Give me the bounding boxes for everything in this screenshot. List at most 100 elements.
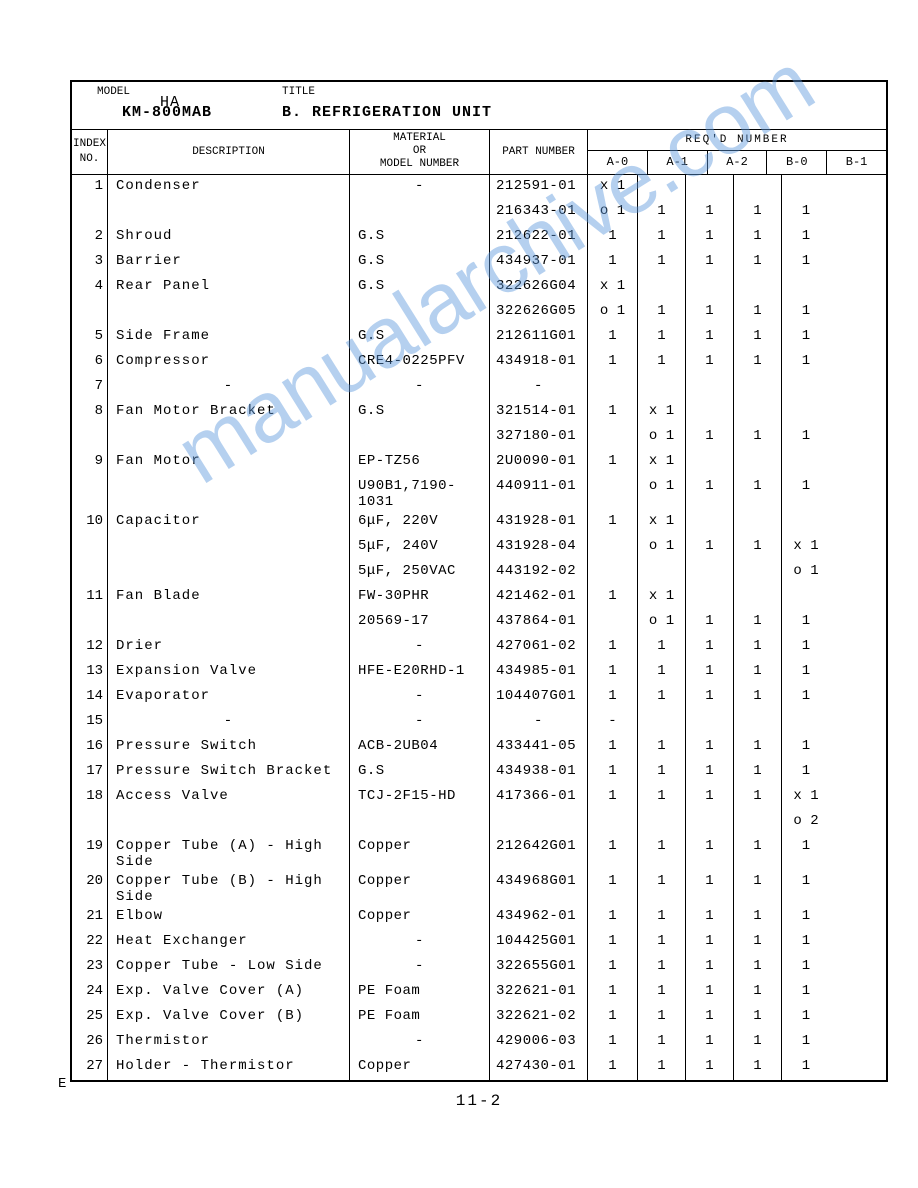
cell-part-number: 431928-04 xyxy=(490,535,588,560)
cell-qty xyxy=(588,810,638,835)
cell-index: 22 xyxy=(72,930,108,955)
cell-part-number: 417366-01 xyxy=(490,785,588,810)
cell-qty: 1 xyxy=(588,400,638,425)
table-row: 13Expansion ValveHFE-E20RHD-1434985-0111… xyxy=(72,660,886,685)
cell-qty xyxy=(782,710,830,735)
cell-description: - xyxy=(108,375,350,400)
table-row: 20569-17437864-01o 1111 xyxy=(72,610,886,635)
cell-material xyxy=(350,810,490,835)
cell-qty: 1 xyxy=(734,685,782,710)
cell-qty: 1 xyxy=(734,660,782,685)
cell-qty: 1 xyxy=(638,225,686,250)
cell-material: G.S xyxy=(350,275,490,300)
cell-qty: 1 xyxy=(638,350,686,375)
cell-qty: o 1 xyxy=(782,560,830,585)
cell-qty: o 2 xyxy=(782,810,830,835)
cell-qty: 1 xyxy=(686,535,734,560)
cell-qty: o 1 xyxy=(588,200,638,225)
cell-qty: 1 xyxy=(686,250,734,275)
cell-qty: 1 xyxy=(734,905,782,930)
cell-qty: 1 xyxy=(782,1030,830,1055)
cell-qty: x 1 xyxy=(638,450,686,475)
cell-index: 4 xyxy=(72,275,108,300)
table-row: 9Fan MotorEP-TZ562U0090-011x 1 xyxy=(72,450,886,475)
table-row: 19Copper Tube (A) - High SideCopper21264… xyxy=(72,835,886,870)
cell-qty: 1 xyxy=(734,870,782,905)
cell-index xyxy=(72,560,108,585)
cell-description: Pressure Switch xyxy=(108,735,350,760)
cell-qty: 1 xyxy=(686,760,734,785)
cell-description: Rear Panel xyxy=(108,275,350,300)
table-row: 5μF, 240V431928-04o 111x 1 xyxy=(72,535,886,560)
cell-part-number: 433441-05 xyxy=(490,735,588,760)
cell-qty: 1 xyxy=(686,685,734,710)
cell-material: G.S xyxy=(350,760,490,785)
cell-description: Elbow xyxy=(108,905,350,930)
table-row: 4Rear PanelG.S322626G04x 1 xyxy=(72,275,886,300)
cell-qty xyxy=(734,275,782,300)
cell-qty: 1 xyxy=(686,955,734,980)
col-header-a0: A-0 xyxy=(588,151,648,174)
cell-index: 17 xyxy=(72,760,108,785)
col-header-index: INDEX NO. xyxy=(72,130,108,174)
cell-part-number: - xyxy=(490,375,588,400)
cell-description: Barrier xyxy=(108,250,350,275)
cell-qty: 1 xyxy=(588,930,638,955)
cell-qty: 1 xyxy=(588,835,638,870)
cell-qty: 1 xyxy=(588,350,638,375)
cell-part-number: 429006-03 xyxy=(490,1030,588,1055)
cell-qty: 1 xyxy=(638,325,686,350)
cell-qty xyxy=(734,400,782,425)
cell-qty: 1 xyxy=(686,870,734,905)
cell-description: Shroud xyxy=(108,225,350,250)
cell-qty: 1 xyxy=(782,835,830,870)
cell-description: Copper Tube - Low Side xyxy=(108,955,350,980)
cell-qty: x 1 xyxy=(588,175,638,200)
table-row: 22Heat Exchanger-104425G0111111 xyxy=(72,930,886,955)
cell-qty: 1 xyxy=(686,200,734,225)
cell-qty: 1 xyxy=(638,835,686,870)
cell-index: 24 xyxy=(72,980,108,1005)
table-row: 7--- xyxy=(72,375,886,400)
cell-index: 21 xyxy=(72,905,108,930)
cell-part-number: 322621-01 xyxy=(490,980,588,1005)
cell-qty: 1 xyxy=(686,475,734,510)
page-number: 11-2 xyxy=(70,1092,888,1110)
cell-material: 5μF, 250VAC xyxy=(350,560,490,585)
cell-qty xyxy=(638,375,686,400)
cell-part-number: 104425G01 xyxy=(490,930,588,955)
cell-qty: 1 xyxy=(588,250,638,275)
cell-qty xyxy=(734,710,782,735)
cell-material: G.S xyxy=(350,225,490,250)
cell-qty: 1 xyxy=(782,955,830,980)
cell-material xyxy=(350,425,490,450)
cell-description: Side Frame xyxy=(108,325,350,350)
cell-part-number: 212622-01 xyxy=(490,225,588,250)
table-row: 18Access ValveTCJ-2F15-HD417366-011111x … xyxy=(72,785,886,810)
cell-part-number: 322655G01 xyxy=(490,955,588,980)
cell-qty: 1 xyxy=(782,735,830,760)
cell-qty: 1 xyxy=(734,1030,782,1055)
cell-index: 16 xyxy=(72,735,108,760)
cell-qty: 1 xyxy=(686,930,734,955)
cell-part-number: 427430-01 xyxy=(490,1055,588,1080)
cell-qty: x 1 xyxy=(638,510,686,535)
cell-qty: o 1 xyxy=(588,300,638,325)
cell-material: - xyxy=(350,635,490,660)
cell-index: 25 xyxy=(72,1005,108,1030)
cell-qty: x 1 xyxy=(638,400,686,425)
cell-qty: 1 xyxy=(734,930,782,955)
cell-index: 6 xyxy=(72,350,108,375)
cell-qty xyxy=(734,375,782,400)
cell-index: 12 xyxy=(72,635,108,660)
cell-qty xyxy=(588,475,638,510)
cell-material xyxy=(350,200,490,225)
cell-description xyxy=(108,535,350,560)
cell-material: TCJ-2F15-HD xyxy=(350,785,490,810)
cell-qty: 1 xyxy=(588,660,638,685)
cell-qty: 1 xyxy=(734,250,782,275)
cell-qty: 1 xyxy=(588,450,638,475)
cell-index: 15 xyxy=(72,710,108,735)
cell-qty xyxy=(782,585,830,610)
cell-qty: 1 xyxy=(638,1030,686,1055)
